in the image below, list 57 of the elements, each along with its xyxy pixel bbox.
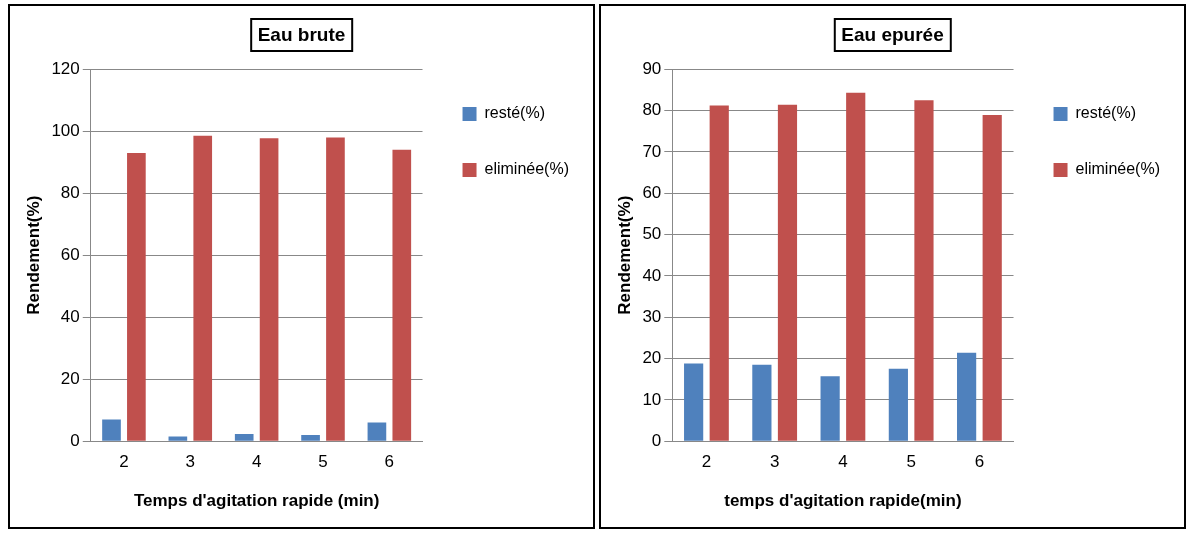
- bar: [259, 138, 279, 441]
- bar: [193, 135, 213, 441]
- bar: [914, 100, 934, 441]
- bar: [326, 137, 345, 441]
- y-tick-label: 20: [642, 348, 662, 368]
- legend-label: eliminée(%): [1075, 160, 1160, 178]
- bar: [102, 419, 121, 441]
- y-tick-label: 10: [642, 389, 662, 409]
- y-axis-title: Rendement(%): [614, 195, 634, 315]
- y-tick-label: 120: [51, 58, 80, 78]
- bar: [888, 368, 908, 441]
- x-tick-label: 5: [318, 452, 328, 472]
- y-tick-label: 40: [642, 265, 662, 285]
- y-tick-label: 80: [642, 100, 662, 120]
- bar: [301, 435, 320, 441]
- bar: [392, 149, 412, 441]
- y-tick-label: 30: [642, 306, 662, 326]
- y-tick-label: 50: [642, 224, 662, 244]
- bar: [234, 434, 254, 441]
- bar: [367, 422, 387, 441]
- bar: [846, 92, 866, 441]
- bar: [752, 364, 772, 441]
- y-tick-label: 0: [70, 430, 80, 450]
- bar: [820, 376, 840, 441]
- y-tick-label: 100: [51, 120, 80, 140]
- y-tick-label: 70: [642, 141, 662, 161]
- bar: [982, 115, 1002, 441]
- x-axis-title: Temps d'agitation rapide (min): [133, 491, 380, 511]
- y-tick-label: 40: [60, 306, 80, 326]
- x-tick-label: 4: [838, 452, 848, 472]
- y-tick-label: 80: [60, 182, 80, 202]
- y-axis-title: Rendement(%): [23, 195, 43, 315]
- legend-label: eliminée(%): [484, 160, 569, 178]
- x-tick-label: 6: [974, 452, 985, 472]
- y-tick-label: 20: [60, 368, 80, 388]
- x-tick-label: 4: [251, 452, 262, 472]
- bar: [168, 436, 188, 441]
- bar: [777, 104, 798, 441]
- x-tick-label: 5: [906, 452, 916, 472]
- bar: [709, 105, 729, 441]
- x-tick-label: 2: [119, 452, 129, 472]
- chart-title: Eau brute: [249, 18, 354, 52]
- bar: [957, 352, 977, 441]
- y-tick-label: 60: [642, 182, 662, 202]
- x-tick-label: 3: [185, 452, 196, 472]
- y-tick-label: 60: [60, 244, 80, 264]
- y-tick-label: 0: [651, 430, 662, 450]
- x-tick-label: 6: [384, 452, 395, 472]
- bar: [127, 152, 146, 441]
- chart-title: Eau epurée: [833, 18, 952, 52]
- x-tick-label: 2: [701, 452, 712, 472]
- x-axis-title: temps d'agitation rapide(min): [724, 491, 962, 511]
- bar: [684, 363, 704, 441]
- y-tick-label: 90: [642, 58, 662, 78]
- legend-label: resté(%): [484, 104, 545, 122]
- legend-label: resté(%): [1075, 104, 1136, 122]
- x-tick-label: 3: [769, 452, 780, 472]
